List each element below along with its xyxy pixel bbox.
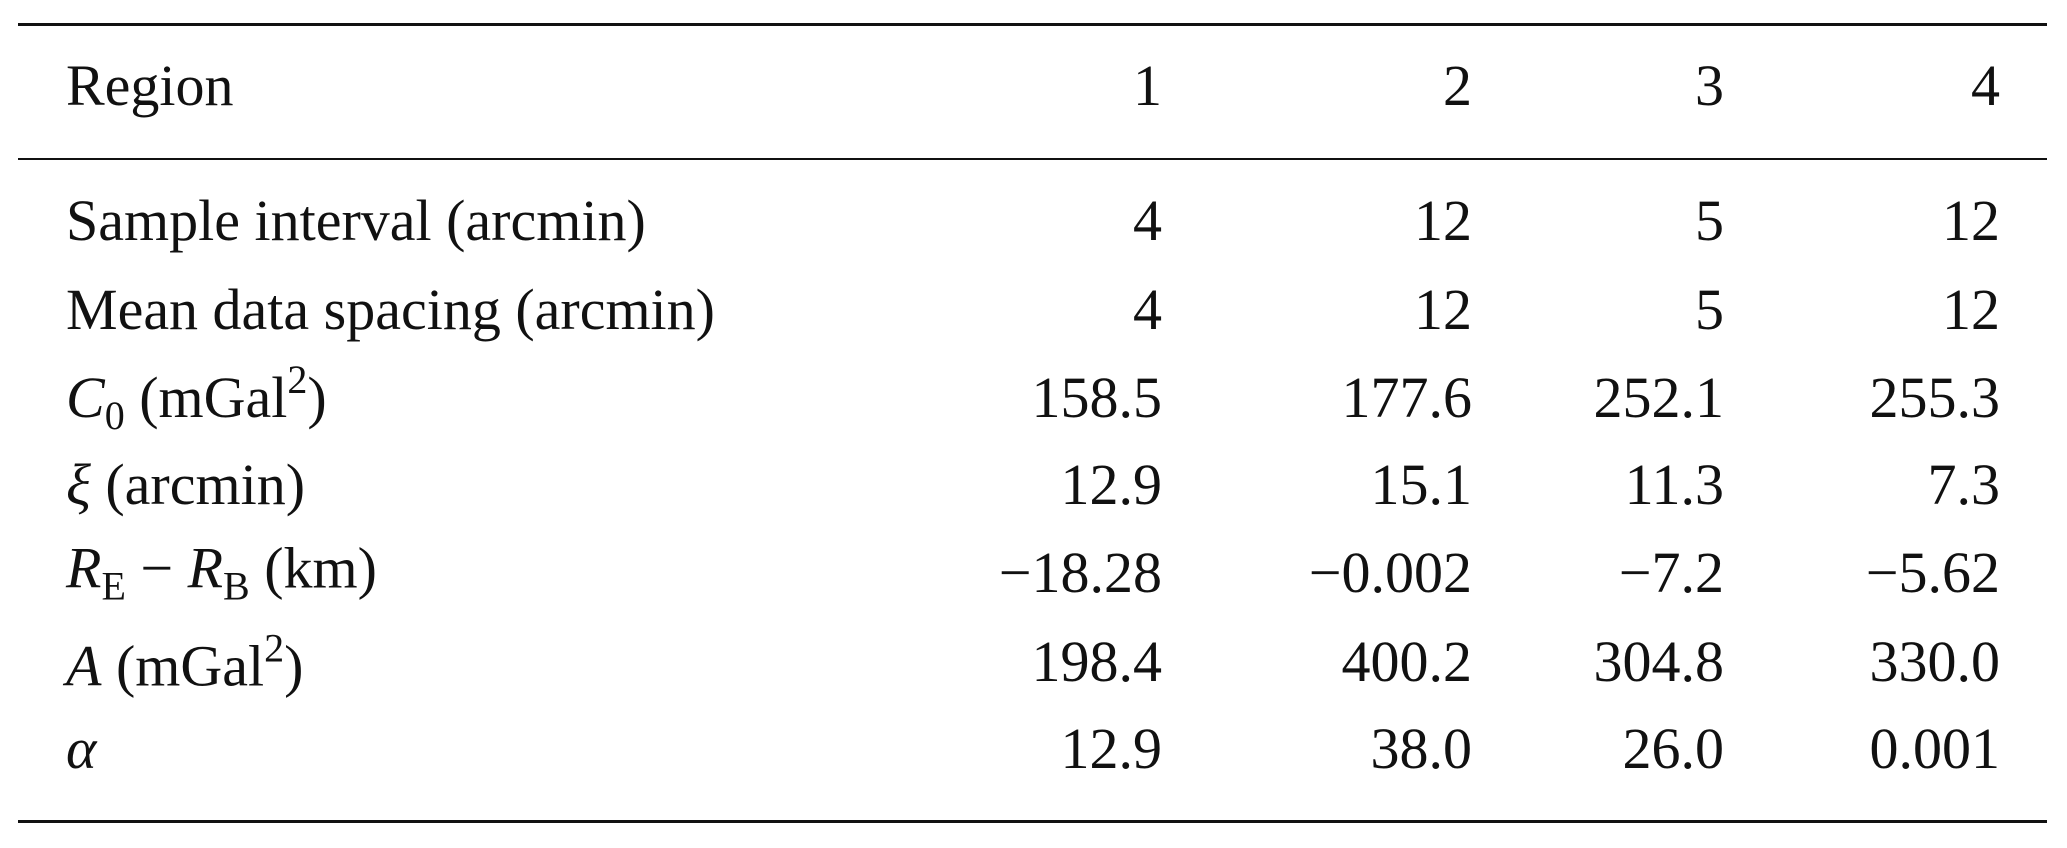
value-cell: 5	[1695, 277, 1724, 342]
label-part: (arcmin)	[90, 452, 306, 517]
value-cell: 252.1	[1593, 365, 1725, 430]
label-part: )	[284, 633, 304, 699]
label-part: Mean data spacing (arcmin)	[66, 277, 715, 342]
label-part: ξ	[66, 452, 91, 517]
value-cell: 26.0	[1622, 716, 1725, 781]
row-label: RE − RB (km)	[66, 539, 377, 609]
top-rule	[18, 23, 2047, 26]
value-cell: −7.2	[1618, 540, 1724, 605]
label-part: α	[66, 716, 97, 781]
value-cell: 7.3	[1927, 452, 2001, 517]
value-cell: 198.4	[1031, 629, 1163, 694]
header-rule	[18, 158, 2047, 160]
value-cell: 5	[1695, 188, 1724, 253]
value-cell: 400.2	[1341, 629, 1473, 694]
value-cell: 4	[1133, 188, 1162, 253]
label-part: R	[187, 535, 224, 601]
row-label: A (mGal2)	[66, 625, 304, 699]
row-label: Mean data spacing (arcmin)	[66, 281, 715, 339]
value-cell: 177.6	[1341, 365, 1473, 430]
header-cell: 1	[1133, 53, 1162, 118]
label-part: 2	[264, 625, 285, 671]
label-part: A	[66, 633, 102, 699]
label-part: (km)	[249, 535, 377, 601]
value-cell: 330.0	[1869, 629, 2001, 694]
label-part: B	[223, 563, 250, 609]
value-cell: 12	[1942, 277, 2000, 342]
value-cell: 4	[1133, 277, 1162, 342]
value-cell: −5.62	[1865, 540, 2000, 605]
label-part: R	[66, 535, 102, 601]
value-cell: 158.5	[1031, 365, 1163, 430]
header-cell: 2	[1443, 53, 1472, 118]
row-label: ξ (arcmin)	[66, 456, 305, 514]
value-cell: 0.001	[1869, 716, 2001, 781]
value-cell: 12	[1414, 277, 1472, 342]
label-part: −	[125, 535, 188, 601]
bottom-rule	[18, 820, 2047, 823]
label-part: (mGal	[124, 365, 288, 430]
row-label: C0 (mGal2)	[66, 360, 327, 436]
label-part: (mGal	[101, 633, 265, 699]
row-label: Sample interval (arcmin)	[66, 192, 646, 250]
label-part: 2	[287, 357, 308, 402]
label-part: C	[66, 365, 105, 430]
label-part: Sample interval (arcmin)	[66, 188, 646, 253]
value-cell: −0.002	[1308, 540, 1472, 605]
value-cell: 12	[1942, 188, 2000, 253]
label-part: )	[307, 365, 327, 430]
value-cell: 255.3	[1869, 365, 2001, 430]
value-cell: 12.9	[1060, 716, 1163, 781]
label-part: 0	[104, 393, 125, 438]
label-part: E	[101, 563, 126, 609]
value-cell: 38.0	[1370, 716, 1473, 781]
value-cell: −18.28	[998, 540, 1162, 605]
header-cell: 4	[1971, 53, 2000, 118]
header-cell: Region	[66, 53, 234, 118]
value-cell: 12.9	[1060, 452, 1163, 517]
value-cell: 304.8	[1593, 629, 1725, 694]
value-cell: 11.3	[1624, 452, 1724, 517]
header-cell: 3	[1695, 53, 1724, 118]
row-label: α	[66, 720, 96, 778]
value-cell: 15.1	[1370, 452, 1473, 517]
value-cell: 12	[1414, 188, 1472, 253]
